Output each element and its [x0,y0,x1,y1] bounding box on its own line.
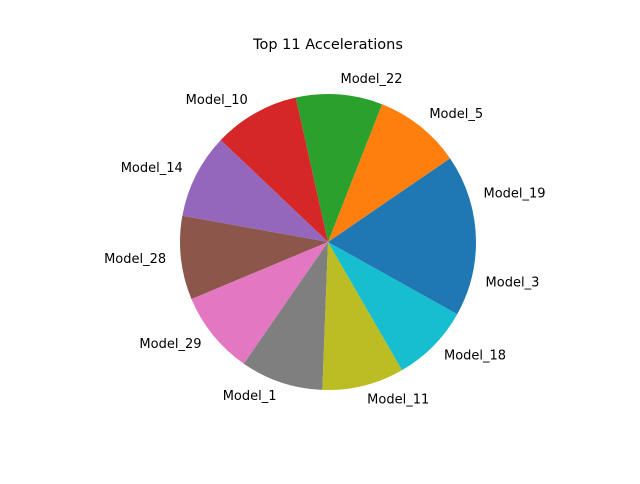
pie-slice-model-28 [179,215,328,300]
slice-label-model-22: Model_22 [341,72,403,87]
pie-slice-model-29 [191,242,328,364]
pie-slice-model-1 [243,242,328,390]
pie-slice-model-10 [220,97,328,242]
slice-label-model-14: Model_14 [121,161,183,176]
pie-slice-model-11 [322,242,403,390]
pie-slice-model-19 [328,158,476,242]
pie-slice-model-14 [182,140,328,242]
chart-title: Top 11 Accelerations [252,37,403,53]
pie-slice-model-22 [295,93,383,243]
pie-slice-model-3 [328,242,476,315]
pie-slices [179,93,476,390]
slice-label-model-11: Model_11 [367,393,429,408]
pie-slice-model-18 [328,242,458,371]
slice-label-model-5: Model_5 [429,107,483,122]
slice-label-model-3: Model_3 [486,275,540,290]
slice-label-model-18: Model_18 [444,349,506,364]
slice-label-model-19: Model_19 [484,186,546,201]
slice-label-model-29: Model_29 [139,337,201,352]
pie-slice-model-5 [328,104,451,242]
slice-label-model-10: Model_10 [186,93,248,108]
slice-label-model-1: Model_1 [223,389,277,404]
slice-labels: Model_19 Model_5 Model_22 Model_10 Model_14 M… [104,72,545,407]
slice-label-model-28: Model_28 [104,252,166,267]
